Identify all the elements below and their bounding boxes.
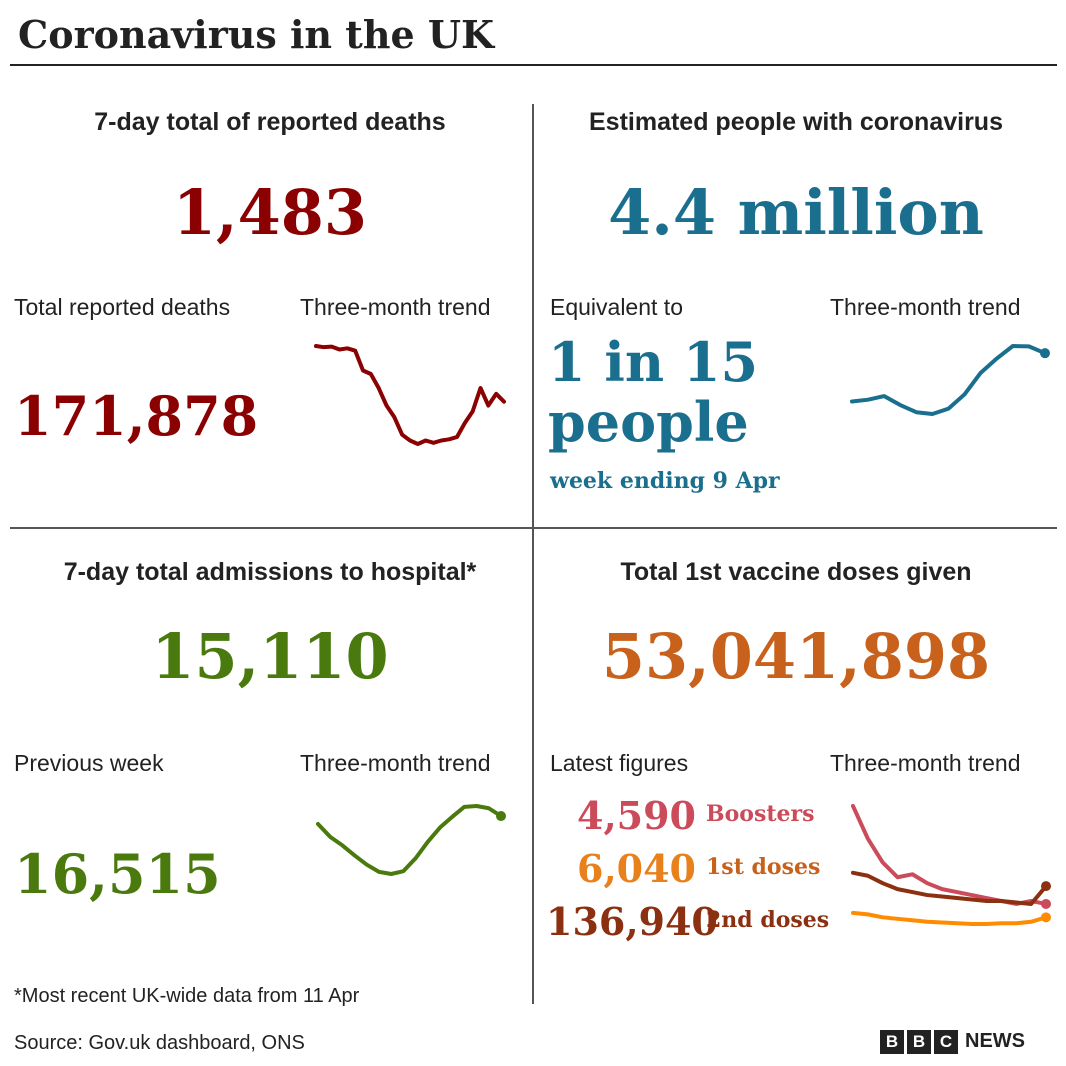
infections-week-note: week ending 9 Apr <box>550 468 780 494</box>
infections-trend-label: Three-month trend <box>830 294 1021 320</box>
page-title: Coronavirus in the UK <box>18 12 495 57</box>
hospital-prev-label: Previous week <box>14 750 164 776</box>
hospital-prev-value: 16,515 <box>14 842 221 906</box>
vaccine-trend-line-end-point-2 <box>1041 881 1051 892</box>
hospital-value: 15,110 <box>151 620 389 693</box>
second-doses-label: 2nd doses <box>706 907 830 933</box>
first-doses-label: 1st doses <box>706 854 821 880</box>
vaccine-trend-label: Three-month trend <box>830 750 1021 776</box>
vaccine-latest-label: Latest figures <box>550 750 689 776</box>
hospital-trend-line-end-point <box>496 811 506 822</box>
deaths-total-value: 171,878 <box>14 384 259 448</box>
vaccine-trend-line-0 <box>851 804 1048 906</box>
deaths-trend-chart <box>314 344 506 446</box>
hospital-trend-chart <box>316 804 506 876</box>
logo-letter: C <box>934 1030 958 1054</box>
vaccine-trend-line-1 <box>851 910 1048 926</box>
bbc-news-logo: B B C NEWS <box>880 1030 1025 1054</box>
deaths-trend-line <box>314 344 506 446</box>
infections-trend-line <box>850 344 1047 416</box>
logo-word: NEWS <box>965 1030 1025 1052</box>
title-divider <box>10 64 1057 66</box>
infections-equiv-label: Equivalent to <box>550 294 683 320</box>
deaths-heading: 7-day total of reported deaths <box>94 108 446 136</box>
deaths-total-label: Total reported deaths <box>14 294 231 320</box>
source-text: Source: Gov.uk dashboard, ONS <box>14 1032 305 1054</box>
vaccine-trend-line-end-point-0 <box>1041 898 1051 909</box>
infections-value: 4.4 million <box>608 176 984 249</box>
hospital-trend-label: Three-month trend <box>300 750 491 776</box>
vaccine-trend-chart <box>851 804 1051 926</box>
vaccine-trend-line-end-point-1 <box>1041 912 1051 923</box>
deaths-value: 1,483 <box>172 176 368 249</box>
infections-equiv-line1: 1 in 15 <box>548 330 759 394</box>
hospital-heading: 7-day total admissions to hospital* <box>63 558 477 586</box>
deaths-trend-label: Three-month trend <box>300 294 491 320</box>
infections-heading: Estimated people with coronavirus <box>589 108 1003 136</box>
vertical-divider <box>532 104 534 1004</box>
footnote: *Most recent UK-wide data from 11 Apr <box>14 985 360 1007</box>
vaccine-heading: Total 1st vaccine doses given <box>620 558 972 586</box>
first-doses-value: 6,040 <box>577 846 696 891</box>
infections-trend-line-end-point <box>1040 348 1050 359</box>
infections-equiv-line2: people <box>548 390 749 454</box>
boosters-label: Boosters <box>706 801 815 827</box>
boosters-value: 4,590 <box>577 793 696 838</box>
horizontal-divider <box>10 527 1057 529</box>
vaccine-value: 53,041,898 <box>601 620 991 693</box>
vaccine-trend-line-2 <box>851 870 1048 906</box>
logo-letter: B <box>907 1030 931 1054</box>
logo-letter: B <box>880 1030 904 1054</box>
infections-trend-chart <box>850 344 1050 416</box>
hospital-trend-line <box>316 804 503 876</box>
second-doses-value: 136,940 <box>546 899 718 944</box>
